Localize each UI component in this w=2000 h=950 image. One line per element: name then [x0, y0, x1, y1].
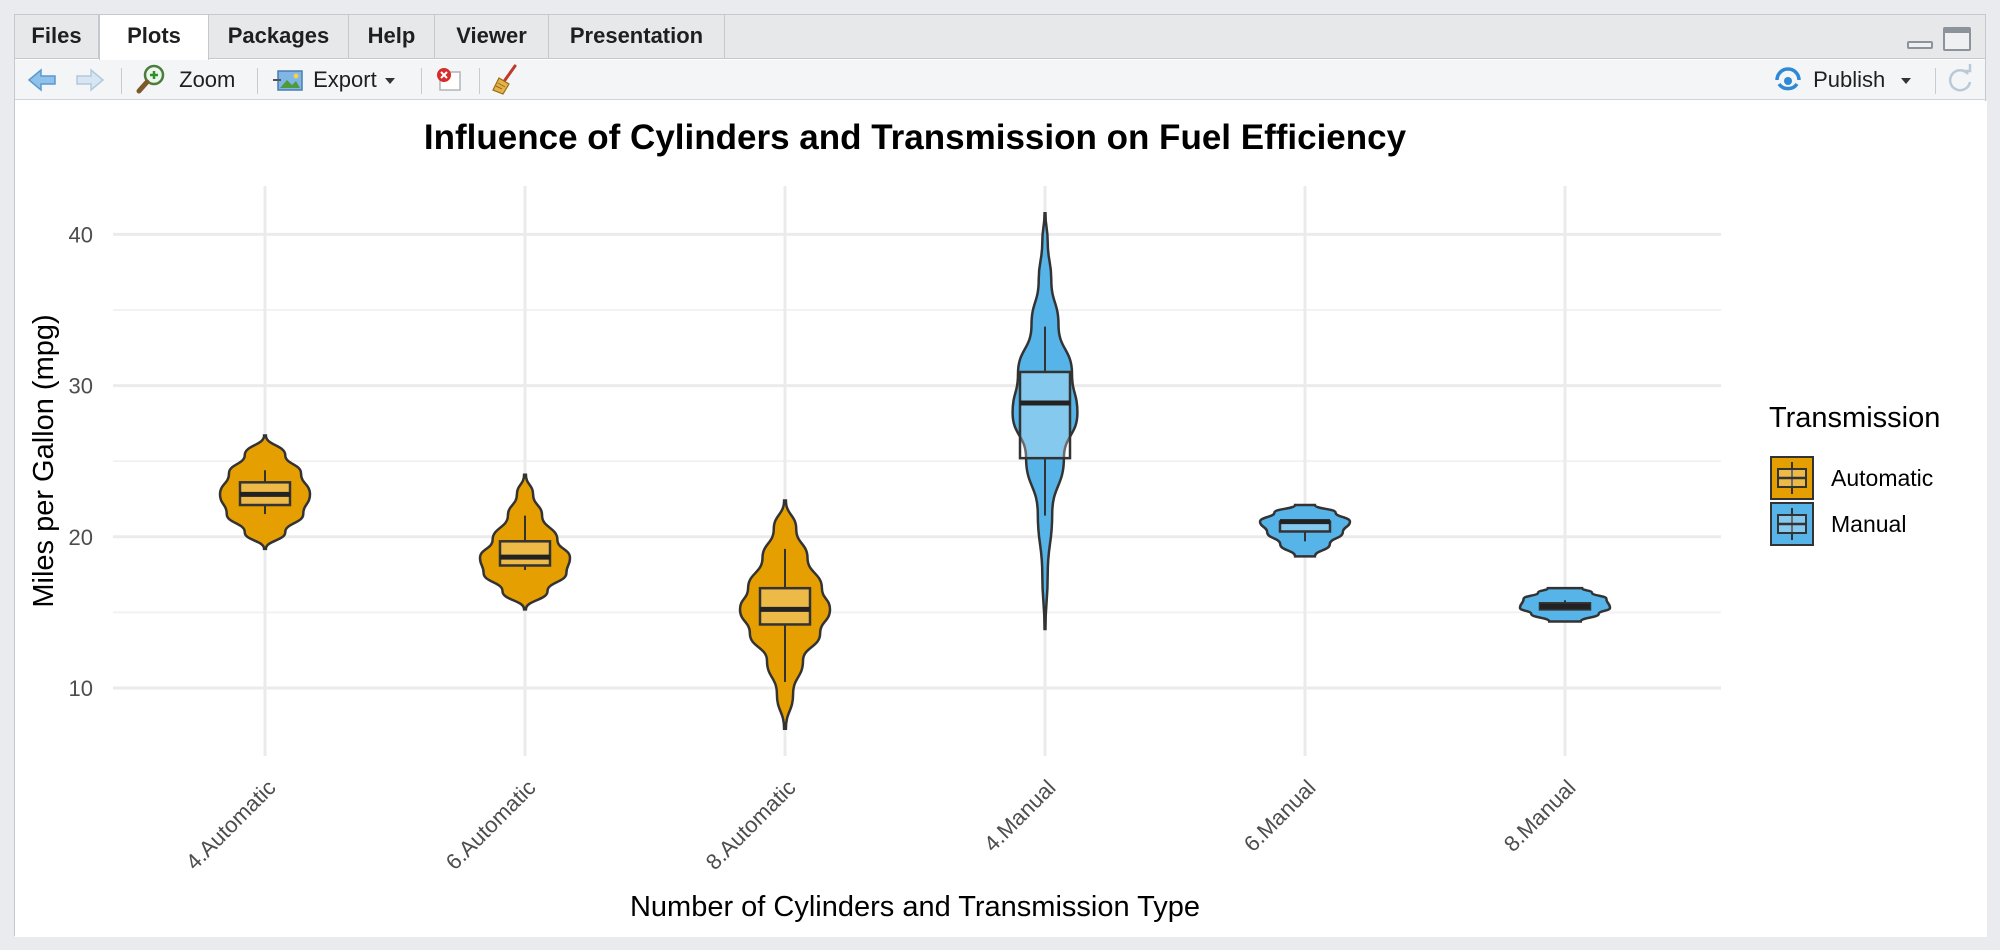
legend-key-manual: Manual — [1770, 502, 1906, 546]
plot-area: 10 20 30 40 4.Automatic 6.Automatic 8.Automat… — [15, 101, 1987, 937]
legend-label: Manual — [1831, 511, 1906, 537]
refresh-button[interactable] — [1943, 60, 1979, 100]
tab-plots[interactable]: Plots — [99, 15, 209, 60]
plots-toolbar: Zoom Export — [15, 60, 1985, 100]
x-tick-label: 8.Automatic — [701, 775, 801, 875]
magnifier-zoom-icon — [136, 64, 165, 94]
tab-help[interactable]: Help — [349, 15, 435, 59]
y-tick-label: 40 — [69, 222, 93, 247]
arrow-left-icon — [27, 68, 56, 92]
tab-packages[interactable]: Packages — [209, 15, 349, 59]
tab-viewer[interactable]: Viewer — [435, 15, 549, 59]
x-tick-label: 8.Manual — [1499, 775, 1581, 857]
x-tick-label: 4.Automatic — [181, 775, 281, 875]
legend-label: Automatic — [1831, 465, 1933, 491]
gridlines — [113, 186, 1721, 756]
publish-icon — [1775, 67, 1801, 91]
boxplot-6-manual — [1278, 519, 1332, 542]
tab-presentation[interactable]: Presentation — [549, 15, 725, 59]
minimize-pane-icon[interactable] — [1907, 41, 1933, 49]
export-button[interactable]: Export — [271, 60, 411, 100]
x-tick-label: 4.Manual — [979, 775, 1061, 857]
legend-key-automatic: Automatic — [1770, 456, 1933, 500]
plots-pane: Files Plots Packages Help Viewer Present… — [14, 14, 1987, 937]
boxplot-layer — [238, 326, 1592, 682]
y-tick-label: 20 — [69, 525, 93, 550]
toolbar-separator — [421, 68, 422, 94]
violin-8-automatic — [738, 499, 832, 731]
clear-all-plots-button[interactable] — [489, 60, 529, 100]
box-iqr — [758, 586, 812, 626]
tab-files[interactable]: Files — [15, 15, 99, 59]
publish-button[interactable]: Publish — [1771, 60, 1921, 100]
export-label: Export — [313, 67, 377, 92]
legend: Transmission Automatic Manual — [1769, 402, 1940, 546]
boxplot-4-manual — [1018, 326, 1072, 516]
boxplot-8-manual — [1538, 600, 1592, 611]
boxplot-6-automatic — [498, 515, 552, 571]
x-tick-label: 6.Automatic — [441, 775, 541, 875]
legend-title: Transmission — [1769, 402, 1940, 434]
toolbar-separator — [1935, 68, 1936, 94]
remove-plot-button[interactable] — [431, 60, 471, 100]
refresh-icon — [1948, 64, 1972, 92]
back-button[interactable] — [25, 60, 63, 100]
publish-label: Publish — [1813, 67, 1886, 92]
box-iqr — [1018, 370, 1072, 460]
x-tick-label: 6.Manual — [1239, 775, 1321, 857]
pane-tab-bar: Files Plots Packages Help Viewer Present… — [15, 15, 1985, 60]
arrow-right-icon — [76, 68, 105, 92]
window-controls — [1907, 25, 1971, 55]
legend-keys: Automatic Manual — [1770, 456, 1933, 546]
boxplot-4-automatic — [238, 470, 292, 515]
zoom-button[interactable]: Zoom — [135, 60, 261, 100]
chart-title: Influence of Cylinders and Transmission … — [424, 118, 1407, 157]
toolbar-separator — [257, 68, 258, 94]
boxplot-8-automatic — [758, 548, 812, 682]
y-tick-label: 10 — [69, 676, 93, 701]
box-iqr — [498, 540, 552, 567]
y-tick-label: 30 — [69, 374, 93, 399]
maximize-pane-icon[interactable] — [1943, 27, 1971, 51]
chevron-down-icon — [1901, 78, 1912, 85]
toolbar-separator — [479, 68, 480, 94]
violin-layer — [218, 211, 1612, 731]
zoom-label: Zoom — [179, 67, 236, 92]
remove-plot-icon — [437, 68, 461, 91]
chevron-down-icon — [384, 78, 395, 85]
x-axis-title: Number of Cylinders and Transmission Typ… — [630, 891, 1200, 923]
y-axis-ticks: 10 20 30 40 — [69, 222, 93, 701]
toolbar-separator — [121, 68, 122, 94]
forward-button[interactable] — [73, 60, 111, 100]
export-image-icon — [273, 70, 303, 91]
broom-icon — [492, 64, 517, 95]
y-axis-title: Miles per Gallon (mpg) — [28, 314, 60, 607]
violin-chart: 10 20 30 40 4.Automatic 6.Automatic 8.Automat… — [28, 118, 1940, 923]
x-axis-ticks: 4.Automatic 6.Automatic 8.Automatic 4.Manua… — [181, 775, 1581, 875]
